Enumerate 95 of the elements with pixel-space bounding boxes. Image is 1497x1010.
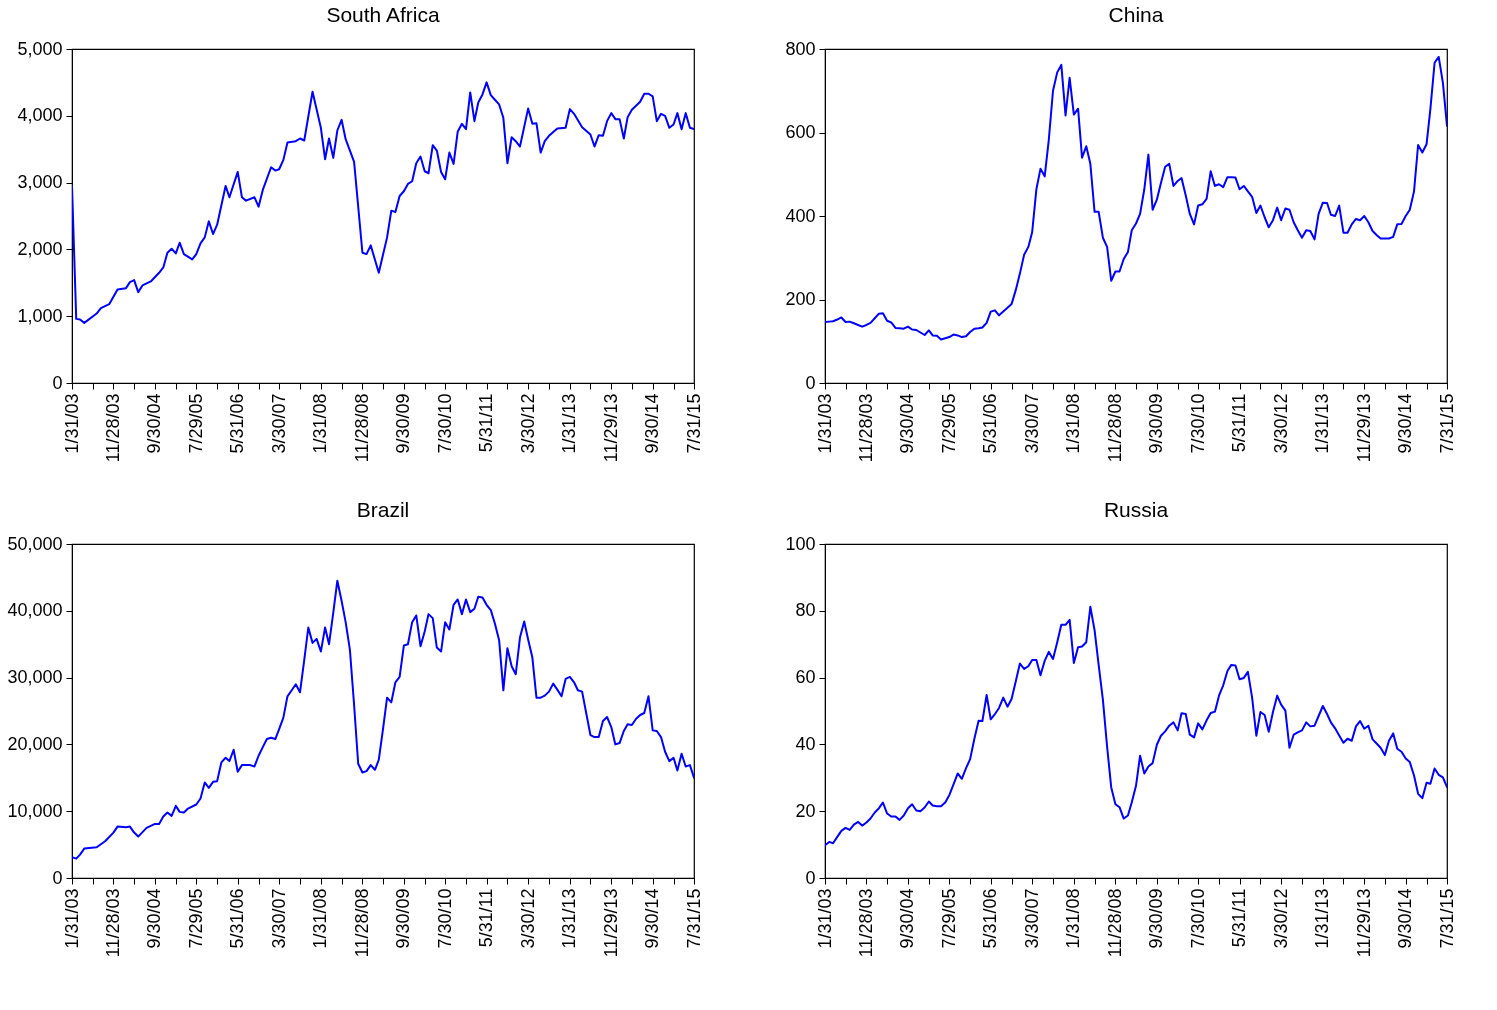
- y-tick-label: 4,000: [17, 105, 63, 126]
- x-tick-label: 1/31/13: [559, 888, 580, 949]
- y-tick-label: 60: [795, 667, 816, 688]
- x-tick-label: 1/31/08: [310, 393, 331, 454]
- y-tick-label: 0: [805, 867, 816, 888]
- x-tick-label: 9/30/04: [897, 393, 918, 454]
- y-tick-label: 30,000: [7, 667, 63, 688]
- x-tick-label: 5/31/11: [1229, 393, 1250, 453]
- y-tick-label: 0: [52, 867, 63, 888]
- line-series: [825, 605, 1447, 847]
- y-tick-label: 600: [785, 122, 816, 142]
- y-tick-label: 40: [795, 733, 816, 754]
- x-tick-label: 9/30/04: [897, 888, 918, 949]
- y-tick-label: 3,000: [17, 172, 63, 193]
- x-tick-label: 11/29/13: [600, 393, 621, 463]
- line-series: [72, 579, 694, 860]
- x-tick-label: 1/31/08: [1063, 888, 1084, 949]
- x-tick-label: 7/29/05: [938, 888, 959, 949]
- x-tick-label: 3/30/07: [268, 888, 289, 949]
- x-tick-label: 1/31/03: [814, 393, 835, 454]
- x-tick-label: 5/31/06: [980, 888, 1001, 949]
- x-tick-label: 3/30/07: [268, 393, 289, 454]
- x-tick-label: 3/30/12: [517, 888, 538, 949]
- x-tick-label: 7/30/10: [434, 393, 455, 454]
- x-tick-label: 5/31/06: [227, 393, 248, 454]
- x-tick-label: 5/31/11: [476, 393, 497, 453]
- x-tick-label: 7/29/05: [185, 393, 206, 454]
- y-tick-label: 40,000: [7, 600, 63, 621]
- x-tick-label: 9/30/09: [393, 393, 414, 454]
- x-tick-label: 3/30/07: [1021, 393, 1042, 454]
- y-tick-label: 5,000: [17, 38, 63, 59]
- y-tick-label: 100: [785, 533, 816, 554]
- x-tick-label: 1/31/03: [61, 888, 82, 949]
- x-tick-label: 5/31/11: [1229, 888, 1250, 948]
- x-tick-label: 3/30/12: [1270, 888, 1291, 949]
- x-tick-label: 7/29/05: [938, 393, 959, 454]
- y-tick-label: 50,000: [7, 533, 63, 554]
- x-tick-label: 11/28/03: [855, 393, 876, 463]
- x-tick-label: 11/28/08: [351, 888, 372, 958]
- x-tick-label: 1/31/13: [559, 393, 580, 454]
- x-tick-label: 7/31/15: [1436, 888, 1457, 949]
- x-tick-label: 5/31/06: [227, 888, 248, 949]
- x-tick-label: 1/31/03: [814, 888, 835, 949]
- x-tick-label: 7/30/10: [1187, 393, 1208, 454]
- x-tick-label: 1/31/08: [310, 888, 331, 949]
- x-tick-label: 9/30/14: [642, 888, 663, 949]
- y-tick-label: 0: [805, 372, 816, 393]
- y-tick-label: 0: [52, 372, 63, 393]
- x-tick-label: 11/28/08: [351, 393, 372, 463]
- x-tick-label: 7/29/05: [185, 888, 206, 949]
- x-tick-label: 5/31/11: [476, 888, 497, 948]
- x-tick-label: 1/31/13: [1312, 393, 1333, 454]
- x-tick-label: 11/28/08: [1104, 393, 1125, 463]
- line-series: [825, 55, 1447, 341]
- x-tick-label: 1/31/13: [1312, 888, 1333, 949]
- x-tick-label: 11/28/03: [102, 888, 123, 958]
- x-tick-label: 9/30/09: [1146, 393, 1167, 454]
- x-tick-label: 9/30/14: [1395, 393, 1416, 454]
- chart-title: Russia: [1103, 498, 1169, 521]
- x-tick-label: 11/29/13: [1353, 888, 1374, 958]
- y-tick-label: 80: [795, 600, 816, 621]
- x-tick-label: 9/30/04: [144, 888, 165, 949]
- x-tick-label: 9/30/14: [642, 393, 663, 454]
- y-tick-label: 800: [785, 38, 816, 59]
- x-tick-label: 11/28/03: [102, 393, 123, 463]
- x-tick-label: 11/28/03: [855, 888, 876, 958]
- x-tick-label: 11/28/08: [1104, 888, 1125, 958]
- y-tick-label: 1,000: [17, 305, 63, 326]
- x-tick-label: 9/30/09: [1146, 888, 1167, 949]
- x-tick-label: 7/30/10: [1187, 888, 1208, 949]
- x-tick-label: 1/31/03: [61, 393, 82, 454]
- x-tick-label: 7/31/15: [683, 393, 704, 454]
- x-tick-label: 1/31/08: [1063, 393, 1084, 454]
- y-tick-label: 2,000: [17, 238, 63, 259]
- y-tick-label: 200: [785, 289, 816, 309]
- x-tick-label: 11/29/13: [1353, 393, 1374, 463]
- x-tick-label: 5/31/06: [980, 393, 1001, 454]
- chart-title: Brazil: [356, 498, 410, 521]
- x-tick-label: 7/30/10: [434, 888, 455, 949]
- x-tick-label: 9/30/09: [393, 888, 414, 949]
- line-series: [72, 81, 694, 324]
- y-tick-label: 10,000: [7, 800, 63, 821]
- y-tick-label: 20: [795, 800, 816, 821]
- x-tick-label: 9/30/14: [1395, 888, 1416, 949]
- x-tick-label: 3/30/12: [517, 393, 538, 454]
- y-tick-label: 20,000: [7, 733, 63, 754]
- x-tick-label: 11/29/13: [600, 888, 621, 958]
- x-tick-label: 3/30/07: [1021, 888, 1042, 949]
- x-tick-label: 9/30/04: [144, 393, 165, 454]
- x-tick-label: 3/30/12: [1270, 393, 1291, 454]
- y-tick-label: 400: [785, 205, 816, 226]
- x-tick-label: 7/31/15: [1436, 393, 1457, 454]
- chart-title: China: [1108, 3, 1164, 26]
- x-tick-label: 7/31/15: [683, 888, 704, 949]
- chart-title: South Africa: [326, 3, 440, 26]
